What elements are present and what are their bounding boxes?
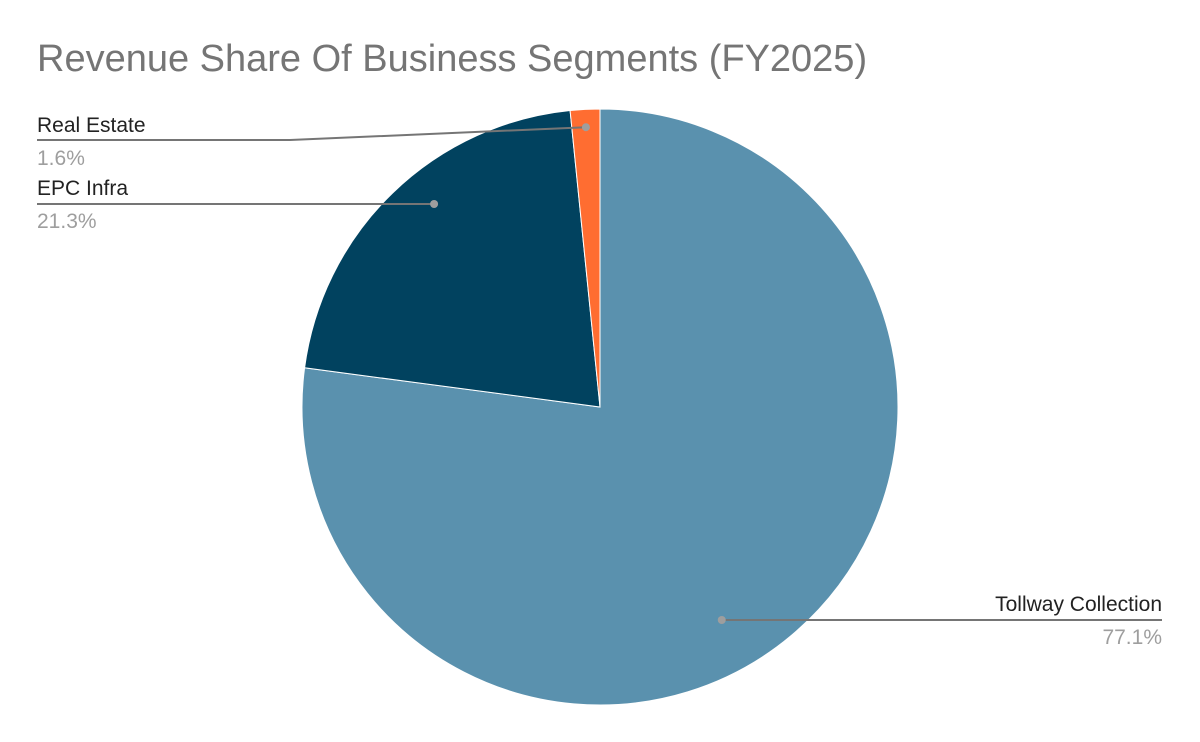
leader-dot-epc-infra bbox=[430, 200, 439, 208]
pie-slice-real-estate[interactable] bbox=[569, 108, 601, 408]
pie-labels: Tollway Collection 77.1% EPC Infra 21.3% Rea… bbox=[37, 114, 1162, 649]
slice-value-epc-infra: 21.3% bbox=[37, 210, 97, 233]
chart-title: Revenue Share Of Business Segments (FY20… bbox=[37, 38, 868, 80]
leader-line-real-estate bbox=[37, 126, 586, 141]
pie-slice-epc-infra[interactable] bbox=[304, 109, 601, 408]
slice-label-real-estate: Real Estate bbox=[37, 114, 146, 137]
slice-label-epc-infra: EPC Infra bbox=[37, 177, 128, 200]
leader-dot-tollway-collection bbox=[717, 616, 726, 624]
pie-slices bbox=[301, 108, 899, 706]
slice-value-real-estate: 1.6% bbox=[37, 147, 85, 170]
pie-slice-tollway-collection[interactable] bbox=[301, 108, 899, 706]
slice-label-tollway-collection: Tollway Collection bbox=[995, 593, 1162, 616]
leader-dot-real-estate bbox=[581, 123, 590, 132]
slice-value-tollway-collection: 77.1% bbox=[1102, 626, 1162, 649]
